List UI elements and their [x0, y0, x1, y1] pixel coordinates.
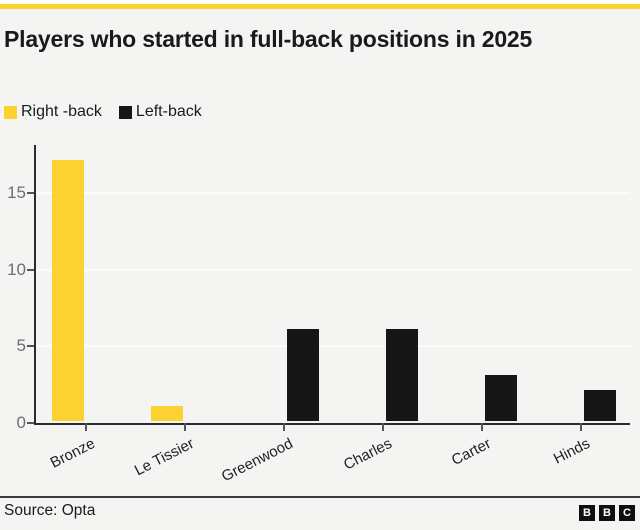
bar-greenwood [287, 329, 319, 421]
chart-title: Players who started in full-back positio… [4, 26, 533, 52]
x-axis-tick-3 [282, 423, 285, 431]
bar-carter [485, 375, 517, 421]
legend: Right -back Left-back [4, 103, 202, 121]
legend-swatch-right-back [4, 105, 17, 119]
bar-charles [386, 329, 418, 421]
bar-le-tissier [151, 405, 183, 421]
gridline-5 [36, 345, 630, 348]
accent-yellow-bar [0, 4, 640, 9]
y-axis-tick-10 [27, 268, 34, 271]
gridline-10 [36, 268, 630, 271]
y-axis-tick-0 [27, 422, 34, 424]
gridline-15 [36, 191, 630, 194]
x-axis-tick-5 [480, 423, 483, 431]
y-axis-label-15: 15 [7, 182, 26, 202]
y-axis-label-0: 0 [16, 413, 26, 432]
top-white-strip [0, 0, 640, 4]
x-axis-tick-6 [579, 423, 582, 431]
y-axis-tick-15 [27, 191, 34, 194]
source-label: Source: Opta [4, 502, 96, 519]
y-axis-label-10: 10 [7, 259, 26, 279]
bar-hinds [584, 390, 616, 421]
legend-swatch-left-back [118, 105, 132, 119]
bbc-logo-block-1: B [579, 505, 595, 521]
y-axis-label-5: 5 [16, 336, 26, 356]
footer-divider [0, 496, 640, 498]
bbc-logo-block-3: C [619, 505, 635, 521]
bbc-logo-block-2: B [599, 505, 615, 521]
legend-item-left-back: Left-back [118, 103, 202, 121]
y-axis-line [34, 145, 36, 425]
x-axis-tick-1 [84, 423, 87, 431]
legend-item-right-back: Right -back [4, 103, 102, 121]
x-axis-tick-4 [381, 423, 384, 431]
bar-bronze [52, 160, 84, 421]
legend-label-left-back: Left-back [135, 103, 202, 120]
x-axis-line [36, 423, 630, 425]
x-axis-tick-2 [183, 423, 186, 431]
y-axis-tick-5 [27, 345, 34, 348]
legend-label-right-back: Right -back [21, 103, 102, 120]
plot-area: 0 5 10 15 Bronze Le Tissier Greenwood Charles Ca… [7, 145, 630, 485]
